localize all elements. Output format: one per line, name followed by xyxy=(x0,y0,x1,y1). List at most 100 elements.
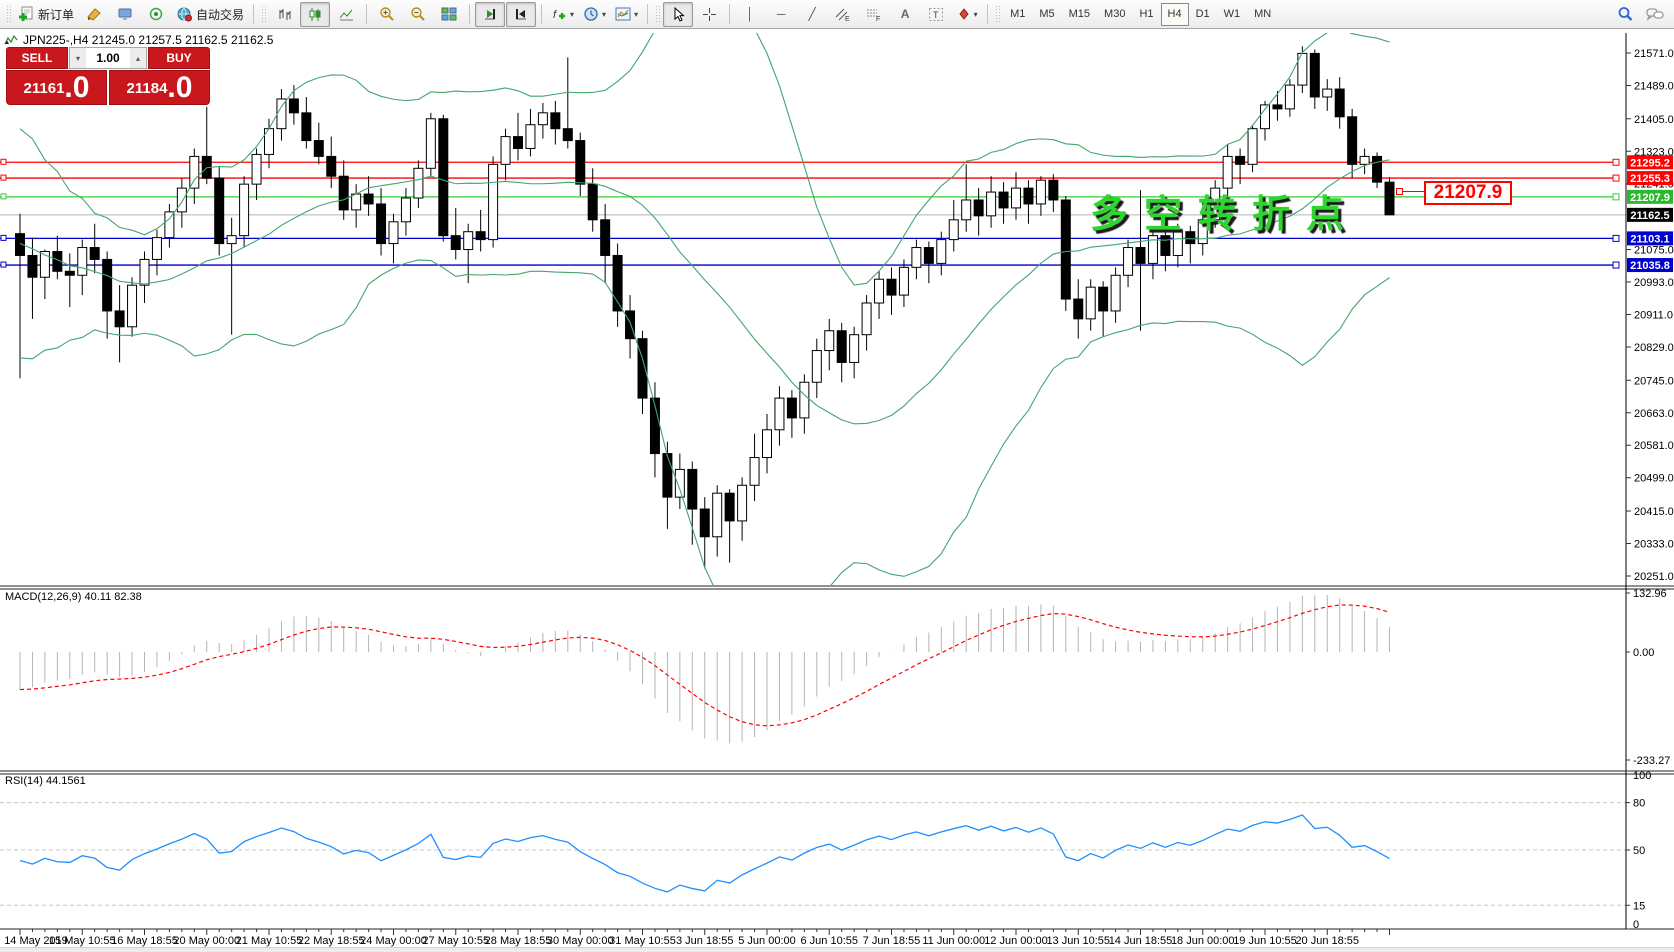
candlestick-icon xyxy=(309,7,321,21)
hline-right-handle[interactable] xyxy=(1612,234,1620,242)
price-callout-handle[interactable] xyxy=(1396,188,1403,195)
sell-price-display[interactable]: 21161.0 xyxy=(6,70,107,105)
auto-scroll-button[interactable] xyxy=(475,1,506,27)
candle-body xyxy=(898,266,909,296)
dropdown-arrow-icon[interactable]: ▾ xyxy=(602,9,607,19)
hline-right-handle[interactable] xyxy=(1612,158,1620,166)
volume-increase-button[interactable]: ▴ xyxy=(130,48,146,68)
dropdown-arrow-icon[interactable]: ▾ xyxy=(973,9,978,19)
fibonacci-tool-button[interactable]: F xyxy=(859,2,889,27)
terminal-button[interactable] xyxy=(110,2,140,27)
cursor-arrow-icon xyxy=(674,6,685,22)
time-axis-label: 19 Jun 10:55 xyxy=(1233,935,1297,947)
candlestick-mode-button[interactable] xyxy=(300,1,331,27)
candle-body xyxy=(973,199,984,217)
horizontal-line-tool-button[interactable]: ─ xyxy=(766,2,796,27)
timeframe-button-m5[interactable]: M5 xyxy=(1039,8,1055,20)
timeframe-button-m1[interactable]: M1 xyxy=(1010,8,1026,20)
timeframe-button-d1[interactable]: D1 xyxy=(1195,8,1210,20)
meta-editor-button[interactable] xyxy=(79,2,109,27)
volume-input[interactable]: 1.00 xyxy=(96,51,120,65)
periods-button[interactable]: ▾ xyxy=(579,2,610,27)
candle-body xyxy=(674,468,685,498)
price-tick-label: 20993.0 xyxy=(1634,277,1674,289)
dropdown-arrow-icon[interactable]: ▾ xyxy=(634,9,639,19)
time-axis-label: 12 Jun 00:00 xyxy=(984,935,1048,947)
hline-right-handle[interactable] xyxy=(1612,261,1620,269)
timeframe-button-h1[interactable]: H1 xyxy=(1139,8,1154,20)
rsi-line xyxy=(19,814,1390,893)
timeframe-button-mn[interactable]: MN xyxy=(1254,8,1272,20)
autotrading-button[interactable]: 自动交易 xyxy=(172,2,248,27)
candle-body xyxy=(550,112,561,130)
timeframe-button-h4[interactable]: H4 xyxy=(1160,2,1189,26)
macd-scale-label: 0.00 xyxy=(1633,647,1654,659)
zoom-in-button[interactable] xyxy=(372,2,402,27)
trendline-tool-button[interactable]: ╱ xyxy=(797,2,827,27)
timeframe-button-w1[interactable]: W1 xyxy=(1223,8,1241,20)
tile-windows-button[interactable] xyxy=(434,2,464,27)
time-axis-label: 28 May 18:55 xyxy=(485,935,552,947)
candle-body xyxy=(712,492,723,538)
candle-body xyxy=(1135,247,1146,264)
indicators-button[interactable]: f ▾ xyxy=(547,2,578,27)
autotrading-globe-icon xyxy=(177,7,193,22)
vertical-line-icon: │ xyxy=(746,7,754,21)
text-tool-button[interactable]: A xyxy=(890,2,920,27)
text-label-tool-button[interactable]: T xyxy=(921,2,951,27)
vertical-line-tool-button[interactable]: │ xyxy=(735,2,765,27)
hline-left-handle[interactable] xyxy=(0,261,7,268)
candle-body xyxy=(612,254,623,312)
price-marker-box xyxy=(1627,231,1673,246)
line-chart-mode-button[interactable] xyxy=(331,2,361,27)
window-bottom-strip xyxy=(0,948,1674,952)
one-click-trading-panel: SELL ▾ 1.00 ▴ BUY 21161.0 21184.0 xyxy=(6,47,210,105)
chat-button[interactable] xyxy=(1640,2,1670,27)
crosshair-tool-button[interactable] xyxy=(694,2,724,27)
search-button[interactable] xyxy=(1610,2,1640,27)
signal-button[interactable] xyxy=(141,2,171,27)
svg-text:T: T xyxy=(933,10,939,20)
timeframe-button-m30[interactable]: M30 xyxy=(1104,8,1126,20)
hline-left-handle[interactable] xyxy=(0,234,7,241)
indicators-add-icon: f xyxy=(553,9,566,21)
new-order-button[interactable]: 新订单 xyxy=(14,2,78,27)
chart-text-annotation[interactable]: 多空转折点 xyxy=(1090,194,1361,236)
sell-button[interactable]: SELL xyxy=(6,47,68,69)
zoom-out-button[interactable] xyxy=(403,2,433,27)
toolbar-right-group xyxy=(1610,2,1670,27)
bar-chart-mode-button[interactable] xyxy=(269,2,299,27)
timeframe-group: M1 M5 M15 M30 H1 H4 D1 W1 MN xyxy=(1003,2,1278,26)
hline-right-handle[interactable] xyxy=(1612,193,1620,201)
candle-body xyxy=(737,484,748,522)
hline-left-handle[interactable] xyxy=(0,158,7,165)
price-scale[interactable]: 21571.021489.021405.021323.021241.021075… xyxy=(1626,48,1674,931)
hline-left-handle[interactable] xyxy=(0,193,7,200)
rsi-indicator-label: RSI(14) 44.1561 xyxy=(5,775,86,787)
arrows-tool-button[interactable]: ▾ xyxy=(952,2,982,27)
hline-left-handle[interactable] xyxy=(0,174,7,181)
candle-body xyxy=(363,193,374,205)
price-tick-label: 20581.0 xyxy=(1634,440,1674,452)
price-marker-box xyxy=(1627,207,1673,222)
dropdown-arrow-icon[interactable]: ▾ xyxy=(570,9,575,19)
price-tick-label: 21075.0 xyxy=(1634,245,1674,257)
volume-decrease-button[interactable]: ▾ xyxy=(70,48,86,68)
candle-body xyxy=(1147,235,1158,264)
chart-canvas[interactable]: 21571.021489.021405.021323.021241.021075… xyxy=(0,30,1674,952)
cursor-tool-button[interactable] xyxy=(663,1,694,27)
chart-title: JPN225-,H4 21245.0 21257.5 21162.5 21162… xyxy=(23,33,274,47)
channel-tool-button[interactable]: E xyxy=(828,2,858,27)
time-axis-label: 14 Jun 18:55 xyxy=(1109,935,1173,947)
candle-body xyxy=(1334,88,1345,118)
buy-button[interactable]: BUY xyxy=(148,47,210,69)
candle-body xyxy=(1023,187,1034,205)
templates-button[interactable]: ▾ xyxy=(611,2,642,27)
chart-shift-button[interactable] xyxy=(506,1,537,27)
buy-price-display[interactable]: 21184.0 xyxy=(109,70,210,105)
toolbar-separator xyxy=(469,4,471,24)
price-callout-label[interactable]: 21207.9 xyxy=(1424,181,1512,205)
hline-right-handle[interactable] xyxy=(1612,174,1620,182)
timeframe-button-m15[interactable]: M15 xyxy=(1068,8,1091,20)
